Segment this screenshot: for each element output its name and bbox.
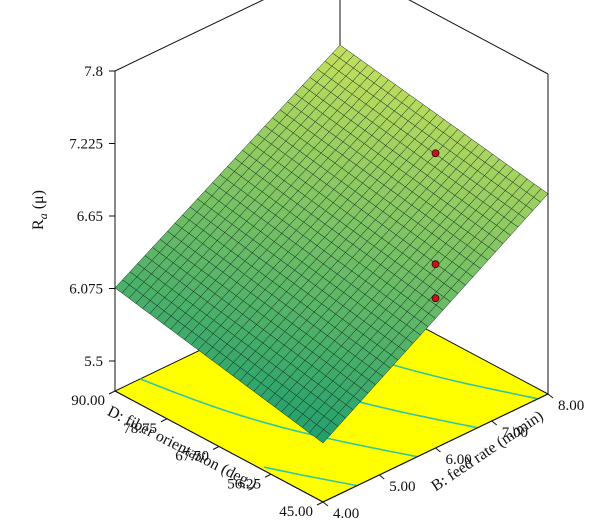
y-tick-mark [212,446,220,450]
x-tick-label-3: 7.00 [502,425,528,441]
z-tick-label-0: 5.5 [84,354,103,370]
y-tick-label-2: 67.50 [175,449,209,465]
y-tick-label-0: 45.00 [279,504,313,520]
x-tick-mark [435,447,441,453]
z-axis-title-unit: (μ) [30,190,47,213]
y-tick-mark [160,418,168,423]
contour-line-1 [139,378,418,458]
x-tick-mark [547,393,554,399]
z-tick-label-3: 7.225 [69,137,103,153]
x-tick-label-4: 8.00 [558,398,584,414]
design-point-1 [431,260,440,269]
z-tick-label-2: 6.65 [77,209,103,225]
response-surface [114,44,549,444]
design-points [431,149,440,303]
z-axis-title-sub: a [36,213,50,219]
y-tick-label-1: 56.25 [227,476,261,492]
y-tick-label-4: 90.00 [71,393,105,409]
x-tick-label-1: 5.00 [389,479,415,495]
y-tick-mark [264,473,272,478]
tick-labels: 5.5 6.075 6.65 7.225 7.8 4.00 5.00 6.00 7.00 8.00… [69,64,584,522]
y-tick-mark [108,390,116,395]
z-tick-label-4: 7.8 [84,64,103,80]
box-top-edge [114,0,549,75]
surface-cell [332,44,348,59]
z-axis-title: Ra (μ) [30,190,50,230]
z-axis-title-main: R [30,219,47,230]
design-point-2 [431,294,440,303]
y-tick-mark [316,501,324,506]
x-tick-mark [322,501,329,507]
y-tick-label-3: 78.75 [123,421,157,437]
x-tick-mark [378,474,385,480]
contour-line-0 [263,466,358,487]
x-tick-label-2: 6.00 [446,452,472,468]
z-tick-label-1: 6.075 [69,282,103,298]
design-point-0 [431,149,440,158]
x-tick-label-0: 4.00 [333,506,359,522]
x-tick-mark [491,420,498,426]
